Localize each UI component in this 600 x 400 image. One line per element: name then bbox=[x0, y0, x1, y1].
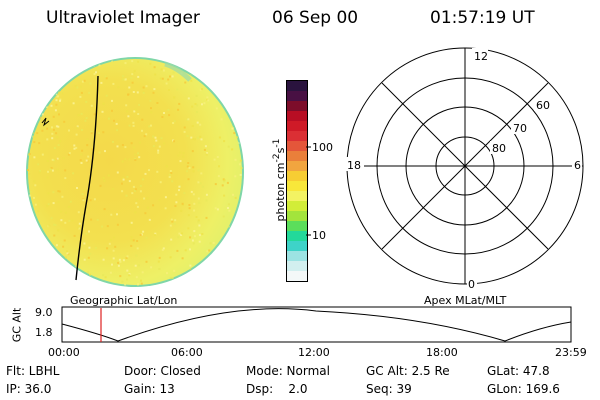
mlt-label-12: 12 bbox=[474, 50, 488, 63]
status-seq: Seq: 39 bbox=[366, 382, 412, 396]
observation-date: 06 Sep 00 bbox=[272, 8, 359, 28]
colorbar-segment bbox=[287, 161, 307, 171]
time-tick-1200: 12:00 bbox=[298, 346, 330, 359]
time-tick-1800: 18:00 bbox=[426, 346, 458, 359]
colorbar-tick-10: 10 bbox=[312, 229, 326, 242]
colorbar-tick-100: 100 bbox=[312, 141, 333, 154]
colorbar-segment bbox=[287, 261, 307, 271]
colorbar-segment bbox=[287, 231, 307, 241]
lat-label-70: 70 bbox=[513, 122, 527, 135]
status-glon: GLon: 169.6 bbox=[487, 382, 560, 396]
lat-label-80: 80 bbox=[492, 142, 506, 155]
status-gc-alt: GC Alt: 2.5 Re bbox=[366, 364, 450, 378]
colorbar-segment bbox=[287, 211, 307, 221]
alt-tick-max: 9.0 bbox=[35, 306, 53, 319]
imager-title: Ultraviolet Imager bbox=[46, 8, 200, 28]
colorbar-segment bbox=[287, 171, 307, 181]
colorbar-segment bbox=[287, 101, 307, 111]
mlt-label-6: 6 bbox=[574, 159, 581, 172]
colorbar-segment bbox=[287, 191, 307, 201]
colorbar-segment bbox=[287, 141, 307, 151]
colorbar-segment bbox=[287, 121, 307, 131]
colorbar-segment bbox=[287, 151, 307, 161]
mlt-label-18: 18 bbox=[347, 159, 361, 172]
alt-tick-min: 1.8 bbox=[35, 326, 53, 339]
colorbar-segment bbox=[287, 251, 307, 261]
geographic-label: Geographic Lat/Lon bbox=[70, 294, 178, 307]
altitude-curve bbox=[61, 308, 572, 342]
colorbar-segment bbox=[287, 81, 307, 91]
status-mode: Mode: Normal bbox=[246, 364, 330, 378]
time-tick-2359: 23:59 bbox=[555, 346, 587, 359]
status-filter: Flt: LBHL bbox=[6, 364, 60, 378]
time-tick-0000: 00:00 bbox=[48, 346, 80, 359]
colorbar bbox=[286, 80, 308, 282]
status-dsp: Dsp: 2.0 bbox=[246, 382, 308, 396]
colorbar-segment bbox=[287, 241, 307, 251]
colorbar-segment bbox=[287, 111, 307, 121]
status-door: Door: Closed bbox=[124, 364, 201, 378]
colorbar-segment bbox=[287, 201, 307, 211]
colorbar-segment bbox=[287, 271, 307, 281]
colorbar-segment bbox=[287, 181, 307, 191]
colorbar-segment bbox=[287, 91, 307, 101]
status-gain: Gain: 13 bbox=[124, 382, 175, 396]
observation-time: 01:57:19 UT bbox=[430, 8, 535, 28]
lat-label-60: 60 bbox=[536, 99, 550, 112]
colorbar-segment bbox=[287, 131, 307, 141]
time-tick-0600: 06:00 bbox=[171, 346, 203, 359]
apex-label: Apex MLat/MLT bbox=[424, 294, 507, 307]
mlt-label-0: 0 bbox=[468, 278, 475, 291]
status-ip: IP: 36.0 bbox=[6, 382, 52, 396]
colorbar-segment bbox=[287, 221, 307, 231]
status-glat: GLat: 47.8 bbox=[487, 364, 550, 378]
